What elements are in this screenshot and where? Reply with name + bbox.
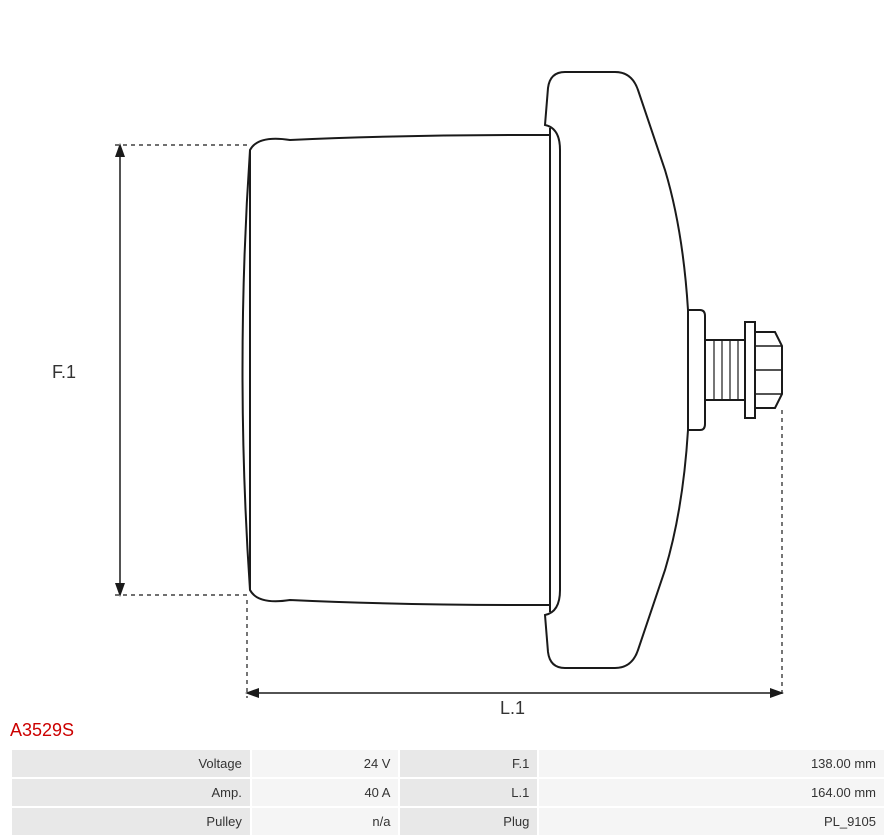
alternator-drawing <box>0 10 889 720</box>
spec-value: 138.00 mm <box>539 750 884 777</box>
spec-value: 24 V <box>252 750 399 777</box>
shaft-flange <box>745 322 755 418</box>
dim-l1-arrow-right <box>770 688 784 698</box>
rear-plate <box>688 310 705 430</box>
spec-label: F.1 <box>400 750 537 777</box>
spec-label: Plug <box>400 808 537 835</box>
dim-label-f1: F.1 <box>52 362 76 383</box>
shaft <box>705 340 745 400</box>
dim-label-l1: L.1 <box>500 698 525 719</box>
spec-label: L.1 <box>400 779 537 806</box>
part-number: A3529S <box>10 720 74 741</box>
table-row: Voltage 24 V F.1 138.00 mm <box>12 750 884 777</box>
spec-value: PL_9105 <box>539 808 884 835</box>
body-outline <box>250 135 550 605</box>
table-row: Pulley n/a Plug PL_9105 <box>12 808 884 835</box>
table-row: Amp. 40 A L.1 164.00 mm <box>12 779 884 806</box>
spec-label: Voltage <box>12 750 250 777</box>
spec-value: n/a <box>252 808 399 835</box>
spec-label: Amp. <box>12 779 250 806</box>
body-left-curve <box>243 150 251 590</box>
spec-value: 164.00 mm <box>539 779 884 806</box>
spec-label: Pulley <box>12 808 250 835</box>
spec-table: Voltage 24 V F.1 138.00 mm Amp. 40 A L.1… <box>10 748 886 837</box>
spec-value: 40 A <box>252 779 399 806</box>
front-flange <box>545 72 688 668</box>
technical-diagram: F.1 L.1 <box>0 10 889 720</box>
